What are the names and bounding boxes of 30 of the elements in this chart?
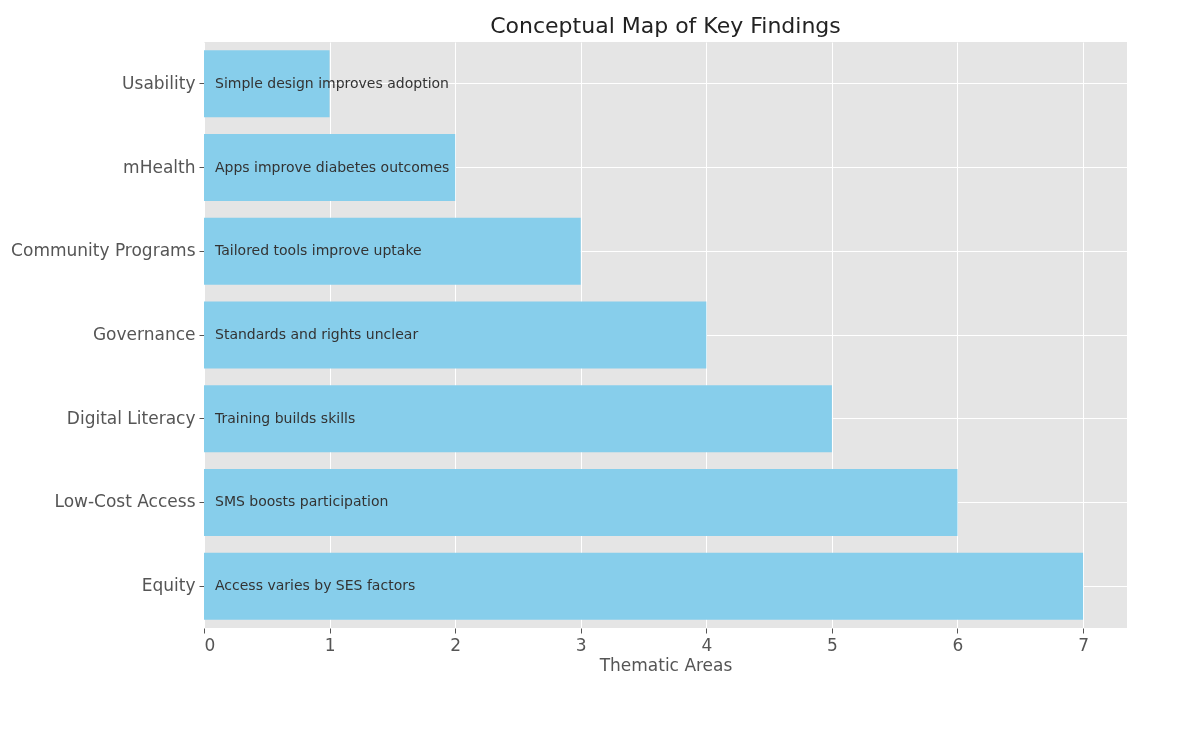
y-tick-label: Low-Cost Access — [54, 491, 196, 512]
x-tick-label: 5 — [826, 634, 838, 655]
bar — [204, 552, 1084, 620]
annotation: Access varies by SES factors — [215, 577, 416, 594]
y-tick-label: Equity — [141, 575, 196, 596]
bar — [204, 217, 581, 285]
bar — [204, 468, 958, 536]
bar — [204, 301, 707, 369]
x-tick-label: 3 — [575, 634, 587, 655]
x-tick-label: 7 — [1078, 634, 1089, 655]
y-tick-label: Community Programs — [11, 240, 196, 261]
bar — [204, 385, 832, 453]
chart-title: Conceptual Map of Key Findings — [490, 13, 841, 38]
y-tick-label: Usability — [122, 72, 196, 93]
x-tick-label: 6 — [952, 634, 964, 655]
x-tick-label: 1 — [324, 634, 336, 655]
y-tick-label: mHealth — [123, 156, 196, 177]
y-tick-label: Digital Literacy — [66, 407, 196, 428]
annotation: Tailored tools improve uptake — [214, 242, 422, 259]
annotation: Standards and rights unclear — [215, 326, 419, 342]
x-tick-label: 2 — [450, 634, 462, 655]
annotation: SMS boosts participation — [215, 493, 389, 510]
annotation: Simple design improves adoption — [215, 74, 449, 91]
x-axis-title: Thematic Areas — [598, 654, 733, 675]
y-tick-label: Governance — [92, 324, 196, 344]
bar — [204, 134, 456, 202]
x-tick-label: 0 — [204, 634, 216, 655]
annotation: Training builds skills — [214, 409, 356, 426]
x-tick-label: 4 — [701, 634, 713, 655]
annotation: Apps improve diabetes outcomes — [215, 158, 450, 175]
